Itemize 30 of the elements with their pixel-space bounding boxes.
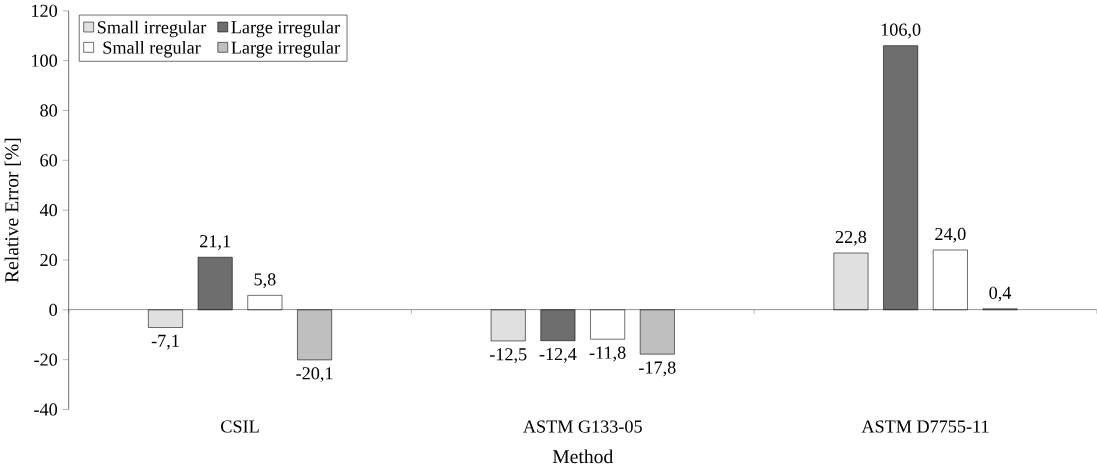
data-label: -17,8 xyxy=(639,361,676,377)
data-label: -20,1 xyxy=(296,367,333,383)
legend-label: Large irregular xyxy=(231,20,340,38)
y-tick-label: 60 xyxy=(40,154,58,167)
y-tick-label: 120 xyxy=(32,4,58,18)
legend-label: Large irregular xyxy=(231,41,340,58)
legend-label: Small regular xyxy=(103,41,201,58)
legend-label: Small irregular xyxy=(97,20,207,38)
data-label: 21,1 xyxy=(200,235,231,251)
x-tick-label: ASTM D7755-11 xyxy=(861,420,989,433)
data-label: -11,8 xyxy=(589,346,626,362)
data-label: -12,5 xyxy=(489,348,527,364)
y-tick-label: -40 xyxy=(34,403,58,416)
data-label: 22,8 xyxy=(835,230,867,246)
x-axis-title: Method xyxy=(552,449,613,464)
data-label: -7,1 xyxy=(151,334,179,350)
data-label: 24,0 xyxy=(935,227,966,243)
y-axis-title: Relative Error [%] xyxy=(4,138,21,283)
data-label: 0,4 xyxy=(989,286,1012,302)
y-tick-label: 0 xyxy=(49,303,58,317)
y-tick-label: 40 xyxy=(39,204,58,217)
y-tick-label: 20 xyxy=(40,253,58,267)
y-tick-label: 80 xyxy=(40,104,58,117)
x-tick-label: CSIL xyxy=(221,420,259,433)
x-tick-label: ASTM G133-05 xyxy=(523,420,642,433)
y-tick-label: -20 xyxy=(34,353,58,366)
data-label: 5,8 xyxy=(254,273,276,289)
data-label: 106,0 xyxy=(881,23,921,39)
y-tick-label: 100 xyxy=(32,54,58,67)
data-label: -12,4 xyxy=(539,348,577,363)
